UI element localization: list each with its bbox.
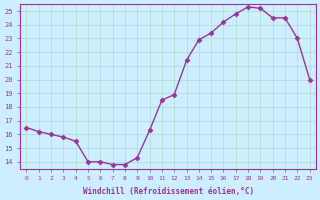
X-axis label: Windchill (Refroidissement éolien,°C): Windchill (Refroidissement éolien,°C) — [83, 187, 254, 196]
